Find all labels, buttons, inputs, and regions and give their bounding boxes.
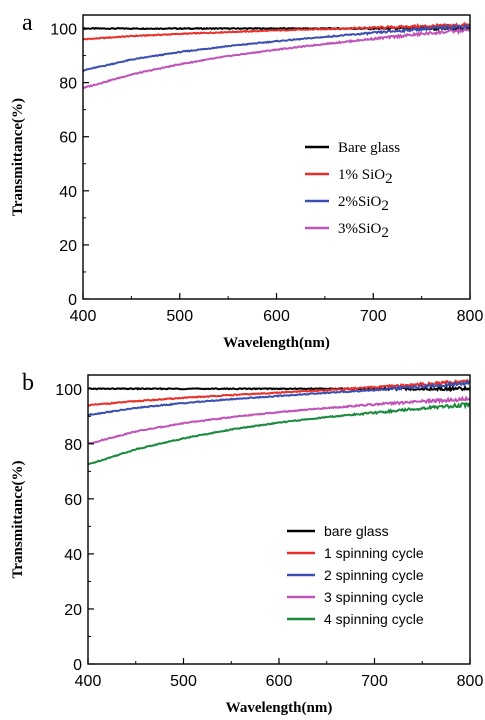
x-tick-label: 600 xyxy=(263,308,290,325)
panel-label: a xyxy=(22,10,33,36)
y-tick-label: 20 xyxy=(64,602,82,619)
y-tick-label: 80 xyxy=(59,76,77,93)
panel-label: b xyxy=(22,370,34,396)
series-line-3 xyxy=(83,23,470,72)
y-tick-label: 40 xyxy=(59,184,77,201)
y-tick-label: 100 xyxy=(55,382,82,399)
series-line-4 xyxy=(88,395,470,445)
x-tick-label: 500 xyxy=(166,308,193,325)
x-tick-label: 500 xyxy=(170,673,197,690)
x-tick-label: 800 xyxy=(457,308,484,325)
legend-entry-text: 1% SiO xyxy=(338,167,385,183)
x-tick-label: 400 xyxy=(70,308,97,325)
x-tick-label: 700 xyxy=(360,308,387,325)
y-tick-label: 20 xyxy=(59,238,77,255)
series-line-2 xyxy=(88,378,470,407)
y-tick-label: 0 xyxy=(73,657,82,674)
y-tick-label: 0 xyxy=(68,292,77,309)
y-tick-label: 60 xyxy=(64,492,82,509)
legend-entry-text: 3%SiO xyxy=(338,221,382,237)
legend-entry-label: bare glass xyxy=(324,523,389,539)
legend: bare glass 1 spinning cycle 2 spinning cyc… xyxy=(287,523,424,627)
legend-entry-text: 2%SiO xyxy=(338,194,382,210)
series-line-3 xyxy=(88,380,470,417)
legend-entry-subscript: 2 xyxy=(385,171,393,187)
legend-entry-label: 1 spinning cycle xyxy=(324,545,424,561)
series-line-1 xyxy=(88,384,470,393)
x-axis-label: Wavelength(nm) xyxy=(223,335,330,351)
y-tick-label: 40 xyxy=(64,547,82,564)
legend-entry-label: 2 spinning cycle xyxy=(324,567,424,583)
series-line-4 xyxy=(83,26,470,90)
series-line-5 xyxy=(88,402,470,466)
series-group xyxy=(83,21,470,90)
legend-entry-text: 3 spinning cycle xyxy=(324,589,424,605)
y-axis-label: Transmittance(%) xyxy=(10,460,26,578)
legend-entry-text: 2 spinning cycle xyxy=(324,567,424,583)
series-line-2 xyxy=(83,21,470,41)
x-tick-label: 700 xyxy=(361,673,388,690)
legend-entry-subscript: 2 xyxy=(381,198,389,214)
chart-panel-a: 400 500 600 700 800 0 20 40 60 80 100 Wavelength(nm… xyxy=(10,10,483,351)
y-tick-label: 60 xyxy=(59,130,77,147)
legend-entry-label: 2%SiO2 xyxy=(338,194,389,214)
chart-panel-b: 400 500 600 700 800 0 20 40 60 80 100 Wavelength(nm… xyxy=(10,370,483,716)
legend-entry-label: Bare glass xyxy=(338,140,400,156)
y-axis-label: Transmittance(%) xyxy=(10,98,26,216)
x-tick-label: 400 xyxy=(75,673,102,690)
x-tick-label: 600 xyxy=(266,673,293,690)
y-tick-label: 80 xyxy=(64,437,82,454)
legend-entry-subscript: 2 xyxy=(381,225,389,241)
legend-entry-label: 4 spinning cycle xyxy=(324,611,424,627)
legend-entry-label: 1% SiO2 xyxy=(338,167,393,187)
legend-entry-label: 3%SiO2 xyxy=(338,221,389,241)
legend-entry-text: 1 spinning cycle xyxy=(324,545,424,561)
x-tick-label: 800 xyxy=(457,673,484,690)
y-tick-label: 100 xyxy=(50,22,77,39)
legend-entry-label: 3 spinning cycle xyxy=(324,589,424,605)
legend-entry-text: 4 spinning cycle xyxy=(324,611,424,627)
series-group xyxy=(88,378,470,466)
legend-entry-text: bare glass xyxy=(324,523,389,539)
x-axis-label: Wavelength(nm) xyxy=(226,700,333,716)
legend-entry-text: Bare glass xyxy=(338,140,400,156)
